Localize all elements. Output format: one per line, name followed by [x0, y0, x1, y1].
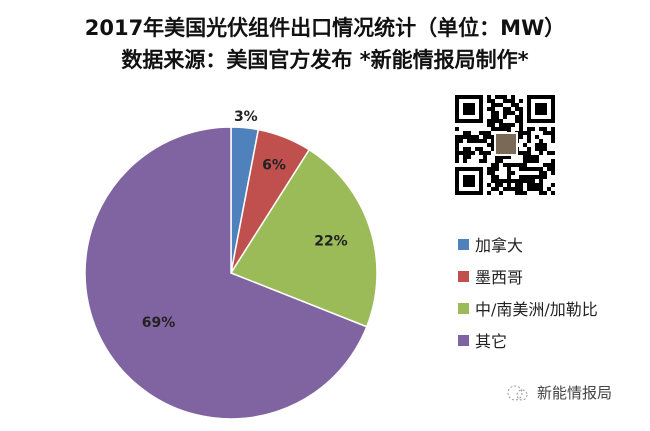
legend-swatch — [458, 270, 469, 282]
legend-swatch — [458, 238, 469, 250]
qr-code — [455, 95, 555, 195]
legend-item: 其它 — [458, 324, 598, 356]
chart-title: 2017年美国光伏组件出口情况统计（单位：MW） — [84, 16, 566, 40]
data-label: 6% — [262, 157, 286, 173]
wechat-icon — [507, 385, 528, 400]
legend-swatch — [458, 302, 469, 314]
data-label: 3% — [234, 109, 258, 125]
pie-slice — [84, 126, 368, 420]
legend-label: 中/南美洲/加勒比 — [475, 300, 598, 319]
legend-item: 中/南美洲/加勒比 — [458, 292, 598, 324]
legend-swatch — [458, 334, 469, 346]
legend-item: 加拿大 — [458, 228, 598, 260]
data-label: 22% — [314, 234, 348, 250]
data-label: 69% — [142, 315, 176, 331]
pie-slice — [229, 148, 378, 328]
legend-label: 墨西哥 — [475, 268, 524, 287]
legend-item: 墨西哥 — [458, 260, 598, 292]
watermark: 新能情报局 — [505, 382, 612, 403]
watermark-text: 新能情报局 — [537, 384, 613, 402]
legend-label: 加拿大 — [475, 236, 524, 255]
legend-label: 其它 — [475, 332, 508, 351]
legend: 加拿大 墨西哥 中/南美洲/加勒比 其它 — [458, 228, 598, 356]
chart-subtitle: 数据来源：美国官方发布 *新能情报局制作* — [121, 48, 529, 72]
